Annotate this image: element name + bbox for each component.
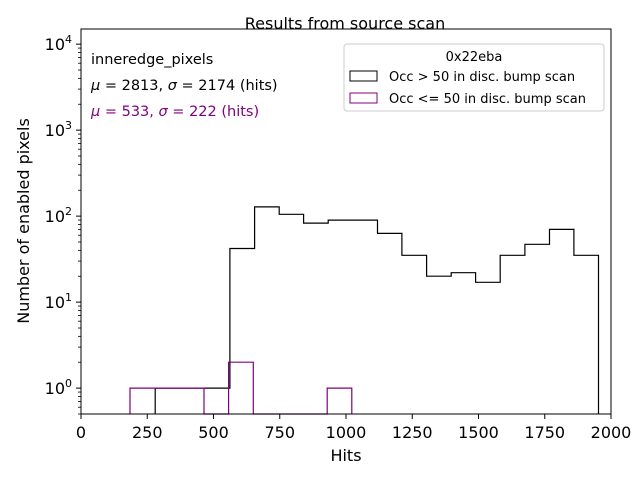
series-layer bbox=[129, 206, 600, 415]
annotation-sigma-value-low: = 222 (hits) bbox=[168, 104, 259, 120]
x-tick-label: 500 bbox=[198, 423, 229, 442]
x-tick-label: 1250 bbox=[392, 423, 433, 442]
legend-swatch-low bbox=[349, 92, 378, 104]
y-axis-label: Number of enabled pixels bbox=[14, 118, 33, 324]
y-tick-label: 104 bbox=[45, 33, 72, 54]
annotation-stats-all: μ = 2813, σ = 2174 (hits) bbox=[90, 78, 278, 94]
x-tick-label: 1000 bbox=[326, 423, 367, 442]
series-outline-low bbox=[129, 361, 353, 415]
annotation-dataset: inneredge_pixels bbox=[91, 52, 213, 68]
x-tick-label: 1750 bbox=[524, 423, 565, 442]
annotation-mu-symbol-low: μ bbox=[90, 104, 100, 120]
y-axis: 100 101 102 103 104 bbox=[45, 33, 81, 415]
series-outline-high bbox=[154, 206, 600, 414]
chart-title: Results from source scan bbox=[245, 14, 445, 33]
y-tick-label: 100 bbox=[45, 377, 72, 398]
annotation-mu-value-low: = 533, bbox=[100, 104, 158, 120]
x-tick-label: 0 bbox=[76, 423, 86, 442]
x-axis: 0 250 500 750 1000 1250 1500 1750 2000 bbox=[76, 414, 631, 442]
x-tick-label: 2000 bbox=[591, 423, 632, 442]
x-tick-label: 250 bbox=[132, 423, 163, 442]
series-low bbox=[129, 361, 353, 415]
y-tick-label: 101 bbox=[45, 291, 72, 312]
series-high bbox=[154, 206, 600, 414]
legend-label-low: Occ <= 50 in disc. bump scan bbox=[389, 92, 586, 107]
y-tick-label: 102 bbox=[45, 205, 72, 226]
annotation-mu-symbol: μ bbox=[90, 78, 100, 94]
x-tick-label: 1500 bbox=[458, 423, 499, 442]
x-tick-label: 750 bbox=[264, 423, 295, 442]
legend-title: 0x22eba bbox=[446, 50, 503, 65]
annotation-mu-value: = 2813, bbox=[100, 78, 168, 94]
x-axis-label: Hits bbox=[330, 446, 361, 465]
annotation-sigma-symbol: σ bbox=[168, 78, 178, 94]
annotation-stats-low: μ = 533, σ = 222 (hits) bbox=[90, 104, 259, 120]
legend-label-high: Occ > 50 in disc. bump scan bbox=[389, 70, 575, 85]
annotation-sigma-symbol-low: σ bbox=[159, 104, 169, 120]
legend-box bbox=[343, 43, 605, 112]
legend-swatch-high bbox=[349, 70, 378, 82]
legend: 0x22eba Occ > 50 in disc. bump scan Occ … bbox=[343, 43, 605, 112]
annotation-sigma-value: = 2174 (hits) bbox=[177, 78, 278, 94]
y-tick-label: 103 bbox=[45, 119, 72, 140]
